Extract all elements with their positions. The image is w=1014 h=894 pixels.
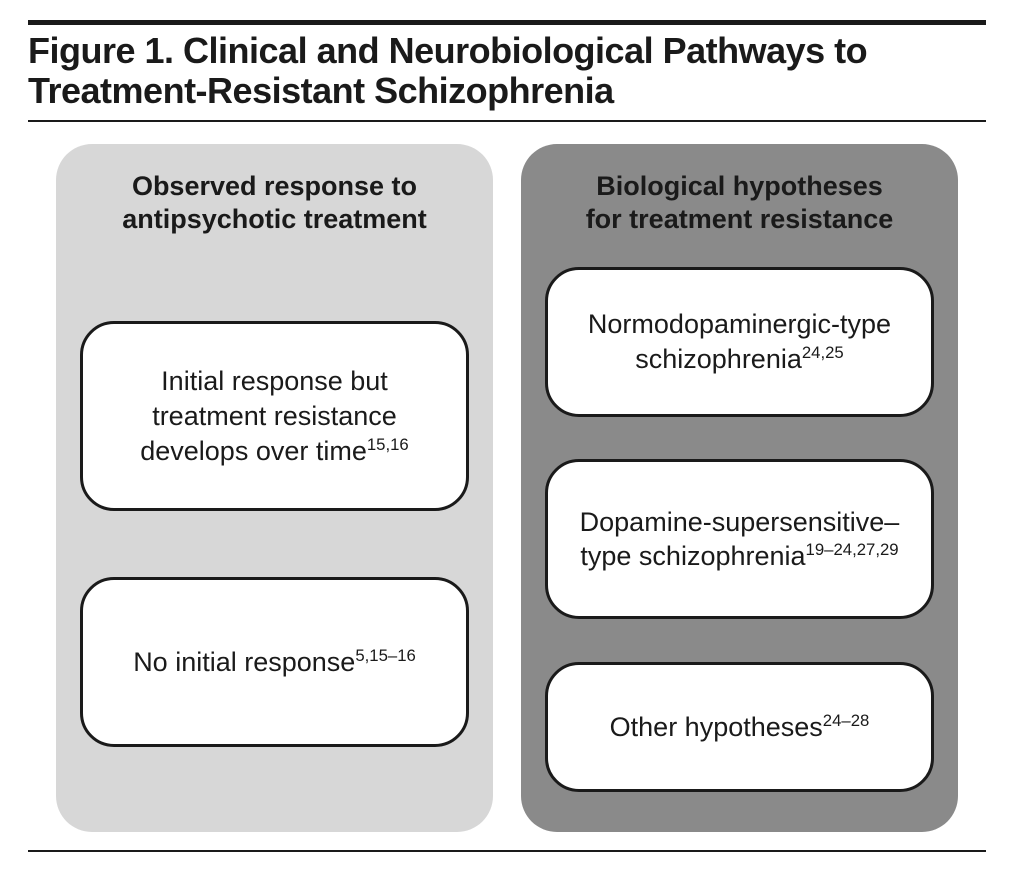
panel-header-right-line2: for treatment resistance bbox=[586, 204, 894, 234]
panel-body-right: Normodopaminergic-type schizophrenia24,2… bbox=[545, 245, 934, 804]
panel-header-right-line1: Biological hypotheses bbox=[596, 171, 883, 201]
card-normodopaminergic: Normodopaminergic-type schizophrenia24,2… bbox=[545, 267, 934, 417]
card-no-initial-response: No initial response5,15–16 bbox=[80, 577, 469, 747]
figure-title: Figure 1. Clinical and Neurobiological P… bbox=[28, 25, 986, 120]
panel-observed-response: Observed response to antipsychotic treat… bbox=[56, 144, 493, 832]
card-text: No initial response bbox=[133, 647, 355, 677]
card-initial-response: Initial response but treatment resistanc… bbox=[80, 321, 469, 511]
card-dopamine-supersensitive: Dopamine-supersensitive–type schizophren… bbox=[545, 459, 934, 619]
card-sup: 15,16 bbox=[367, 435, 409, 454]
card-text: Normodopaminergic-type schizophrenia bbox=[588, 309, 891, 374]
card-text: Other hypotheses bbox=[610, 712, 823, 742]
bottom-rule bbox=[28, 850, 986, 852]
panel-header-left: Observed response to antipsychotic treat… bbox=[80, 170, 469, 238]
card-sup: 5,15–16 bbox=[355, 646, 416, 665]
card-text: Initial response but treatment resistanc… bbox=[140, 366, 397, 465]
card-sup: 24,25 bbox=[802, 343, 844, 362]
panels-row: Observed response to antipsychotic treat… bbox=[28, 122, 986, 832]
panel-body-left: Initial response but treatment resistanc… bbox=[80, 245, 469, 804]
panel-biological-hypotheses: Biological hypotheses for treatment resi… bbox=[521, 144, 958, 832]
panel-header-left-line2: antipsychotic treatment bbox=[122, 204, 427, 234]
panel-header-left-line1: Observed response to bbox=[132, 171, 417, 201]
panel-header-right: Biological hypotheses for treatment resi… bbox=[545, 170, 934, 238]
bottom-rule-wrap bbox=[28, 832, 986, 852]
card-other-hypotheses: Other hypotheses24–28 bbox=[545, 662, 934, 792]
card-sup: 24–28 bbox=[823, 711, 870, 730]
figure-container: Figure 1. Clinical and Neurobiological P… bbox=[0, 0, 1014, 894]
card-sup: 19–24,27,29 bbox=[806, 540, 899, 559]
